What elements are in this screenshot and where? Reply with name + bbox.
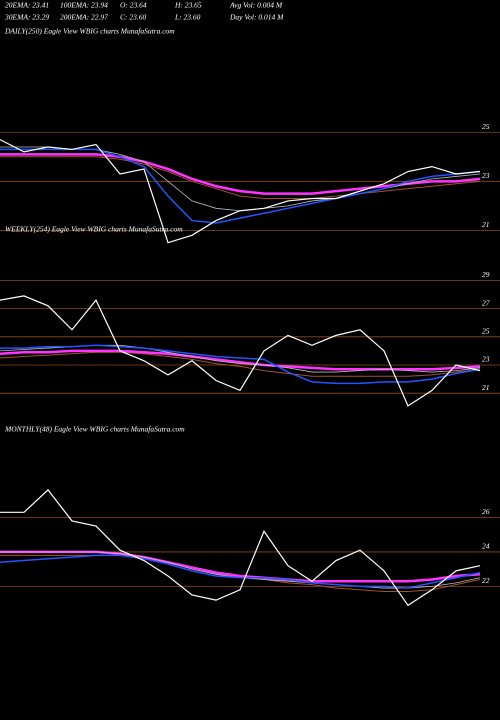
header-stat: 100EMA: 23.94 bbox=[60, 1, 108, 10]
y-tick-label: 22 bbox=[482, 576, 490, 585]
y-tick-label: 21 bbox=[482, 220, 490, 229]
header-stat: Day Vol: 0.014 M bbox=[229, 13, 284, 22]
header-stat: 200EMA: 22.97 bbox=[60, 13, 108, 22]
panel-title: DAILY(250) Eagle View WBIG charts Munafa… bbox=[4, 27, 175, 36]
price-line bbox=[0, 295, 481, 407]
y-tick-label: 24 bbox=[482, 542, 490, 551]
price-line bbox=[0, 153, 481, 195]
price-line bbox=[0, 349, 481, 371]
header-stat: H: 23.65 bbox=[174, 1, 202, 10]
y-tick-label: 23 bbox=[482, 355, 490, 364]
price-line bbox=[0, 351, 481, 377]
price-line bbox=[0, 554, 481, 589]
panel-title: WEEKLY(254) Eagle View WBIG charts Munaf… bbox=[5, 225, 183, 234]
y-tick-label: 21 bbox=[482, 383, 490, 392]
y-tick-label: 26 bbox=[482, 507, 490, 516]
y-tick-label: 23 bbox=[482, 171, 490, 180]
panel-title: MONTHLY(48) Eagle View WBIG charts Munaf… bbox=[4, 425, 185, 434]
header-stat: C: 23.60 bbox=[120, 13, 147, 22]
y-tick-label: 27 bbox=[482, 298, 490, 307]
header-stat: O: 23.64 bbox=[120, 1, 147, 10]
y-tick-label: 25 bbox=[482, 122, 490, 131]
header-stat: Avg Vol: 0.004 M bbox=[229, 1, 283, 10]
price-line bbox=[0, 148, 481, 224]
price-line bbox=[0, 489, 481, 607]
header-stat: L: 23.60 bbox=[174, 13, 201, 22]
header-stat: 20EMA: 23.41 bbox=[5, 1, 49, 10]
y-tick-label: 25 bbox=[482, 327, 490, 336]
header-stat: 30EMA: 23.29 bbox=[4, 13, 49, 22]
price-line bbox=[0, 344, 481, 385]
price-line bbox=[0, 139, 481, 244]
price-line bbox=[0, 156, 481, 199]
y-tick-label: 29 bbox=[482, 270, 490, 279]
